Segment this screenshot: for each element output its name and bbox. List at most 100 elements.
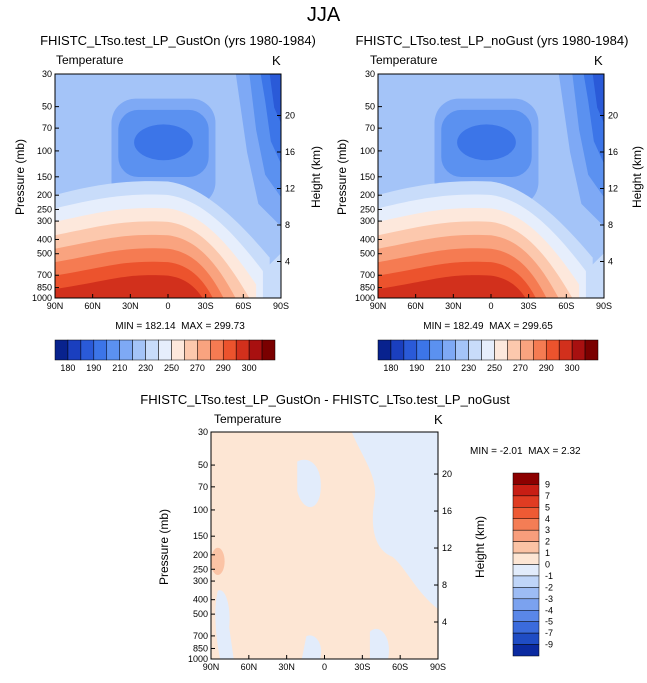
- panel-3-field: [210, 431, 439, 660]
- y-tick-label: 200: [193, 550, 208, 560]
- colorbar-label: 5: [545, 502, 550, 512]
- contour-band: [297, 459, 321, 508]
- contour-band: [269, 74, 281, 124]
- y-tick-label: 50: [42, 102, 52, 112]
- colorbar-label: -5: [545, 617, 553, 627]
- x-tick-label: 90N: [203, 662, 220, 672]
- colorbar-label: 270: [513, 363, 528, 373]
- colorbar-label: -2: [545, 582, 553, 592]
- colorbar-label: 300: [242, 363, 257, 373]
- colorbar-swatch: [507, 339, 521, 361]
- panel-2-max: MAX = 299.65: [489, 321, 553, 332]
- x-tick-label: 30S: [521, 301, 537, 311]
- colorbar-swatch: [403, 339, 418, 361]
- y-tick-label: 70: [365, 123, 375, 133]
- colorbar-label: -4: [545, 605, 553, 615]
- colorbar-swatch: [210, 339, 224, 361]
- contour-band: [134, 124, 193, 161]
- colorbar-label: 230: [138, 363, 153, 373]
- contour-band: [457, 124, 516, 161]
- colorbar-swatch: [171, 339, 185, 361]
- x-tick-label: 0: [488, 301, 493, 311]
- panel-1-variable: Temperature: [56, 53, 124, 67]
- x-tick-label: 90S: [273, 301, 289, 311]
- y-tick-label: 1000: [32, 293, 52, 303]
- y2-tick-label: 12: [285, 183, 295, 193]
- colorbar-swatch: [584, 339, 599, 361]
- colorbar-swatch: [512, 484, 540, 497]
- y-tick-label: 200: [37, 190, 52, 200]
- panel-2-contours: [378, 74, 604, 298]
- colorbar-label: 0: [545, 560, 550, 570]
- panel-3-minmax: MIN = -2.01 MAX = 2.32: [470, 446, 581, 457]
- x-tick-label: 30S: [198, 301, 214, 311]
- y-tick-label: 250: [37, 204, 52, 214]
- colorbar-swatch: [416, 339, 431, 361]
- panel-1-min: MIN = 182.14: [115, 321, 176, 332]
- panel-2-ylabel: Pressure (mb): [335, 139, 349, 216]
- colorbar-swatch: [494, 339, 508, 361]
- x-tick-label: 30N: [122, 301, 139, 311]
- y2-tick-label: 16: [442, 506, 452, 516]
- colorbar-label: 190: [409, 363, 424, 373]
- colorbar-swatch: [80, 339, 95, 361]
- y-tick-label: 150: [37, 172, 52, 182]
- colorbar-swatch: [197, 339, 211, 361]
- colorbar-label: 3: [545, 525, 550, 535]
- y-tick-label: 700: [193, 631, 208, 641]
- y-tick-label: 500: [37, 249, 52, 259]
- colorbar-swatch: [442, 339, 456, 361]
- colorbar-swatch: [571, 339, 586, 361]
- colorbar-label: -1: [545, 571, 553, 581]
- panel-1-ylabel: Pressure (mb): [13, 139, 27, 216]
- colorbar-swatch: [158, 339, 172, 361]
- colorbar-label: 230: [461, 363, 476, 373]
- colorbar-swatch: [512, 632, 540, 645]
- colorbar-swatch: [545, 339, 560, 361]
- y-tick-label: 300: [37, 216, 52, 226]
- y-tick-label: 700: [360, 270, 375, 280]
- panel-3-contours: [211, 432, 438, 659]
- panel-3-max: MAX = 2.32: [528, 446, 581, 457]
- colorbar-swatch: [512, 621, 540, 634]
- colorbar-label: 2: [545, 537, 550, 547]
- y-tick-label: 1000: [355, 293, 375, 303]
- colorbar: [377, 339, 599, 361]
- colorbar-swatch: [67, 339, 82, 361]
- colorbar-swatch: [119, 339, 133, 361]
- colorbar-swatch: [512, 541, 540, 554]
- x-tick-label: 60S: [558, 301, 574, 311]
- y-tick-label: 70: [198, 482, 208, 492]
- contour-band: [211, 547, 225, 576]
- y2-tick-label: 8: [608, 220, 613, 230]
- panel-1-field: [54, 73, 282, 299]
- colorbar-swatch: [512, 587, 540, 600]
- y-tick-label: 250: [360, 204, 375, 214]
- y2-tick-label: 16: [608, 147, 618, 157]
- y-tick-label: 30: [42, 69, 52, 79]
- y2-tick-label: 8: [442, 580, 447, 590]
- colorbar-label: -7: [545, 628, 553, 638]
- y-tick-label: 400: [37, 234, 52, 244]
- x-tick-label: 60S: [235, 301, 251, 311]
- panel-3-variable: Temperature: [214, 412, 282, 426]
- contour-band: [215, 590, 234, 659]
- x-tick-label: 90N: [370, 301, 387, 311]
- colorbar-swatch: [512, 507, 540, 519]
- x-tick-label: 60N: [407, 301, 424, 311]
- colorbar-diff: [512, 472, 540, 657]
- y-tick-label: 850: [360, 283, 375, 293]
- colorbar-swatch: [261, 339, 276, 361]
- panel-2-variable: Temperature: [370, 53, 438, 67]
- y2-tick-label: 16: [285, 147, 295, 157]
- colorbar-swatch: [512, 610, 540, 622]
- colorbar-swatch: [93, 339, 108, 361]
- colorbar-label: 1: [545, 548, 550, 558]
- colorbar-swatch: [512, 575, 540, 588]
- colorbar-swatch: [512, 564, 540, 577]
- colorbar-swatch: [533, 339, 547, 361]
- y-tick-label: 30: [365, 69, 375, 79]
- y-tick-label: 300: [360, 216, 375, 226]
- x-tick-label: 0: [165, 301, 170, 311]
- contour-band: [369, 628, 389, 659]
